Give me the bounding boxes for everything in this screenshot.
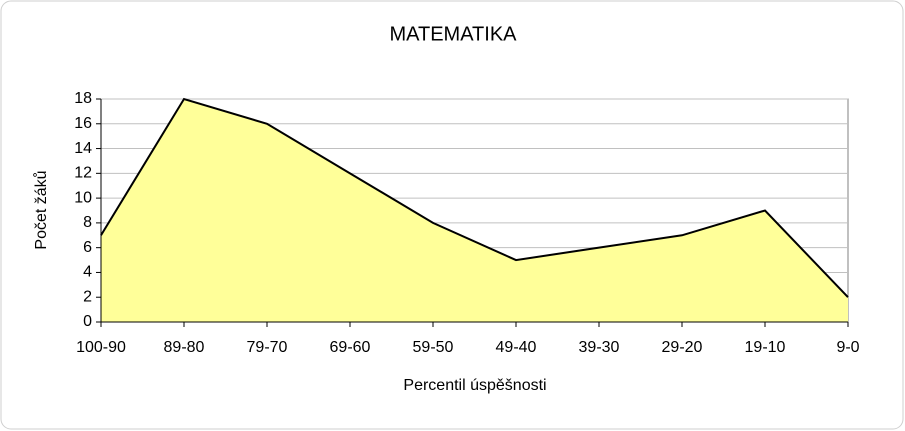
x-tick-label: 69-60 bbox=[330, 339, 371, 356]
x-tick-label: 39-30 bbox=[579, 339, 620, 356]
y-axis-label: Počet žáků bbox=[32, 170, 50, 249]
x-axis-label: Percentil úspěšnosti bbox=[403, 377, 546, 394]
y-tick-label: 12 bbox=[74, 165, 92, 182]
y-tick-label: 0 bbox=[83, 313, 92, 330]
y-tick-label: 6 bbox=[83, 239, 92, 256]
x-tick-label: 89-80 bbox=[164, 339, 205, 356]
y-tick-label: 18 bbox=[74, 90, 92, 107]
x-tick-label: 9-0 bbox=[836, 339, 859, 356]
chart-title: MATEMATIKA bbox=[389, 23, 517, 45]
x-tick-label: 59-50 bbox=[413, 339, 454, 356]
x-tick-label: 19-10 bbox=[745, 339, 786, 356]
x-tick-label: 79-70 bbox=[247, 339, 288, 356]
y-tick-label: 14 bbox=[74, 140, 92, 157]
x-tick-label: 29-20 bbox=[662, 339, 703, 356]
y-tick-label: 10 bbox=[74, 189, 92, 206]
y-tick-label: 16 bbox=[74, 115, 92, 132]
area-line bbox=[100, 97, 849, 298]
x-tick-label: 100-90 bbox=[76, 339, 126, 356]
x-tick-label: 49-40 bbox=[496, 339, 537, 356]
y-tick-label: 2 bbox=[83, 288, 92, 305]
y-tick-label: 8 bbox=[83, 214, 92, 231]
area bbox=[101, 99, 848, 322]
y-tick-label: 4 bbox=[83, 264, 92, 281]
